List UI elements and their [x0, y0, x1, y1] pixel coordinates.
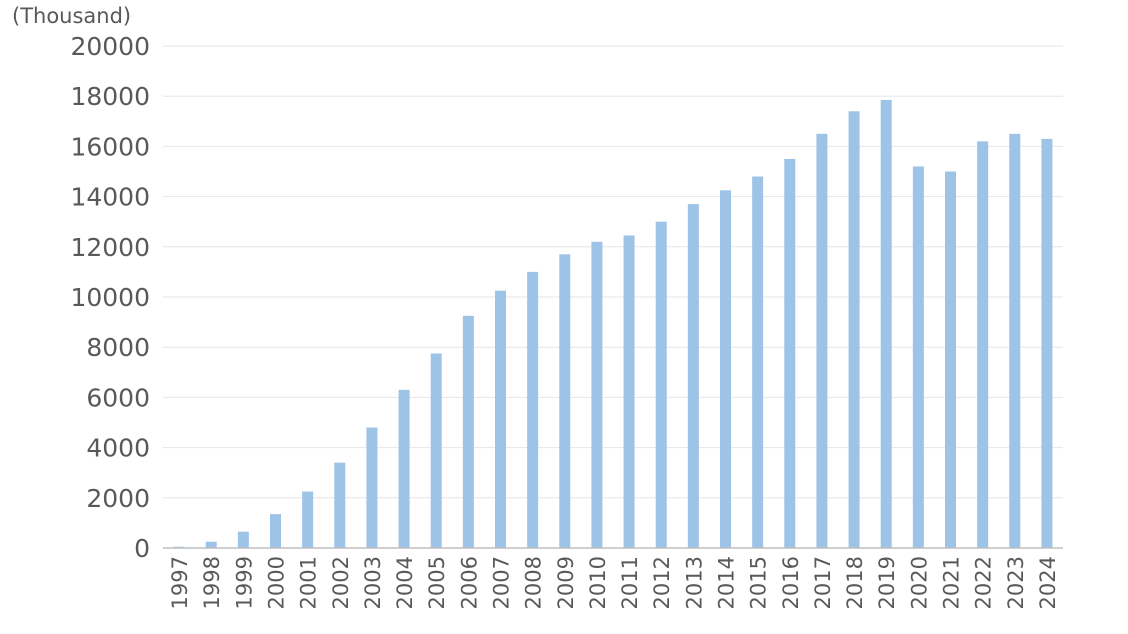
bar-2009 [559, 254, 571, 548]
y-tick-label: 4000 [86, 434, 150, 463]
y-axis-unit-label: (Thousand) [12, 4, 132, 28]
bar-2004 [398, 389, 410, 548]
y-tick-label: 18000 [70, 82, 150, 111]
bar-2003 [366, 427, 378, 548]
gridlines [163, 45, 1063, 499]
x-tick-label: 2022 [972, 556, 996, 609]
x-tick-label: 1997 [168, 556, 192, 609]
bar-2014 [720, 190, 731, 548]
y-tick-label: 6000 [86, 383, 150, 412]
x-tick-label: 2018 [843, 556, 867, 609]
x-tick-label: 2010 [586, 556, 610, 609]
x-tick-label: 2024 [1036, 556, 1060, 609]
bar-2019 [880, 99, 892, 548]
bar-2017 [816, 133, 828, 548]
x-tick-label: 2004 [393, 556, 417, 609]
x-tick-label: 2019 [875, 556, 899, 609]
x-tick-label: 2002 [329, 556, 353, 609]
x-axis-ticks: 1997 1998 1999 2000 2001 2002 2003 2004 2005 2006… [168, 556, 1060, 609]
x-tick-label: 2020 [907, 556, 931, 609]
bar-2021 [945, 171, 956, 548]
bar-2002 [334, 462, 346, 548]
x-tick-label: 2023 [1004, 556, 1028, 609]
x-tick-label: 2016 [779, 556, 803, 609]
bar-1999 [237, 531, 249, 548]
y-tick-label: 0 [134, 534, 150, 563]
y-axis-ticks: 0 2000 4000 6000 8000 10000 12000 14000 16000 180… [70, 32, 150, 563]
y-tick-label: 16000 [70, 132, 150, 161]
bar-2013 [687, 204, 699, 548]
x-tick-label: 2009 [554, 556, 578, 609]
bar-2006 [462, 315, 474, 548]
bar-2007 [495, 290, 506, 548]
bar-2008 [527, 271, 539, 548]
x-tick-label: 2005 [425, 556, 449, 609]
x-tick-label: 2017 [811, 556, 835, 609]
x-tick-label: 2011 [618, 556, 642, 609]
bar-2010 [591, 241, 603, 548]
y-tick-label: 12000 [70, 233, 150, 262]
bar-2024 [1041, 138, 1053, 548]
bar-2018 [848, 111, 860, 548]
x-tick-label: 2012 [650, 556, 674, 609]
bar-2012 [655, 221, 667, 548]
x-tick-label: 2003 [361, 556, 385, 609]
bar-2005 [430, 353, 442, 548]
bar-2020 [912, 166, 924, 549]
bar-2015 [752, 176, 764, 548]
y-tick-label: 14000 [70, 183, 150, 212]
x-tick-label: 1999 [232, 556, 256, 609]
x-tick-label: 2021 [940, 556, 964, 609]
y-tick-label: 20000 [70, 32, 150, 61]
y-tick-label: 10000 [70, 283, 150, 312]
bar-2022 [977, 141, 989, 548]
y-tick-label: 2000 [86, 484, 150, 513]
x-tick-label: 1998 [200, 556, 224, 609]
bar-1998 [205, 541, 217, 548]
x-tick-label: 2001 [297, 556, 321, 609]
x-tick-label: 2006 [457, 556, 481, 609]
bars [173, 99, 1053, 549]
x-tick-label: 2013 [682, 556, 706, 609]
x-tick-label: 2007 [490, 556, 514, 609]
x-tick-label: 2015 [747, 556, 771, 609]
bar-2011 [623, 235, 635, 548]
x-tick-label: 2000 [265, 556, 289, 609]
bar-2023 [1009, 133, 1021, 548]
x-tick-label: 2014 [715, 556, 739, 609]
x-tick-label: 2008 [522, 556, 546, 609]
bar-2016 [784, 158, 796, 548]
y-tick-label: 8000 [86, 333, 150, 362]
bar-2000 [270, 514, 281, 548]
bar-2001 [302, 491, 314, 548]
